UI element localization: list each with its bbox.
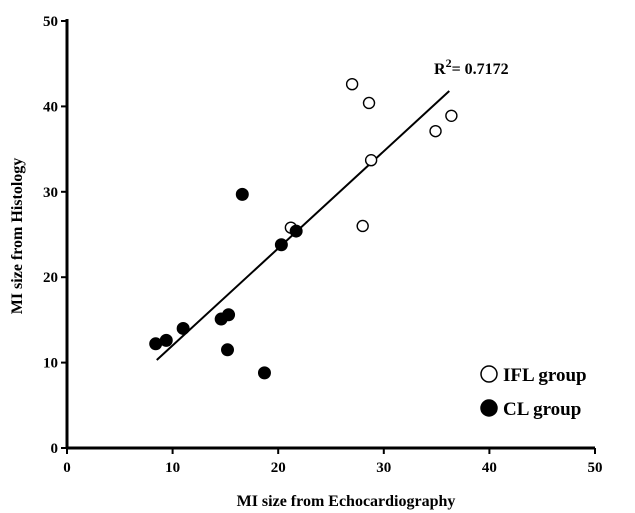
y-tick-label: 40 [43, 99, 58, 115]
r-squared-prefix: R [434, 61, 446, 78]
axes: 0 10 20 30 40 50 0 10 20 30 40 50 [43, 14, 603, 476]
ifl-point [445, 109, 458, 122]
x-tick-label: 30 [376, 460, 391, 476]
cl-point [221, 343, 235, 357]
x-axis-title: MI size from Echocardiography [237, 493, 456, 510]
cl-point [159, 333, 173, 347]
ifl-point [429, 124, 442, 138]
y-tick-label: 30 [43, 185, 58, 201]
y-tick-label: 50 [43, 14, 58, 30]
y-tick-label: 10 [43, 356, 58, 372]
x-tick-label: 0 [63, 460, 71, 476]
series-cl [149, 187, 303, 380]
legend-cl-label: CL group [503, 399, 581, 420]
x-tick-label: 40 [482, 460, 497, 476]
ifl-point [345, 77, 359, 91]
ifl-point [362, 96, 376, 110]
cl-point [176, 321, 190, 335]
legend-ifl-label: IFL group [503, 365, 587, 386]
cl-point [235, 187, 249, 201]
ifl-point [364, 154, 378, 167]
legend: IFL group CL group [480, 365, 587, 420]
y-axis-title: MI size from Histology [9, 158, 26, 315]
cl-point [289, 224, 303, 238]
legend-ifl-marker [480, 365, 498, 383]
x-tick-label: 10 [165, 460, 180, 476]
r-squared-superscript: 2 [446, 56, 452, 70]
series-ifl [284, 77, 458, 234]
x-tick-label: 20 [271, 460, 286, 476]
cl-point [274, 238, 288, 252]
r-squared-annotation: R2= 0.7172 [434, 56, 509, 78]
cl-point [257, 366, 271, 380]
r-squared-value: = 0.7172 [452, 61, 509, 78]
y-tick-label: 0 [51, 441, 59, 457]
ifl-point [356, 219, 369, 233]
legend-cl-marker [480, 399, 498, 417]
data-points [149, 77, 458, 380]
x-tick-label: 50 [588, 460, 603, 476]
trendline-group [156, 90, 450, 361]
cl-point [222, 308, 236, 322]
y-tick-label: 20 [43, 270, 58, 286]
trendline [156, 90, 450, 361]
